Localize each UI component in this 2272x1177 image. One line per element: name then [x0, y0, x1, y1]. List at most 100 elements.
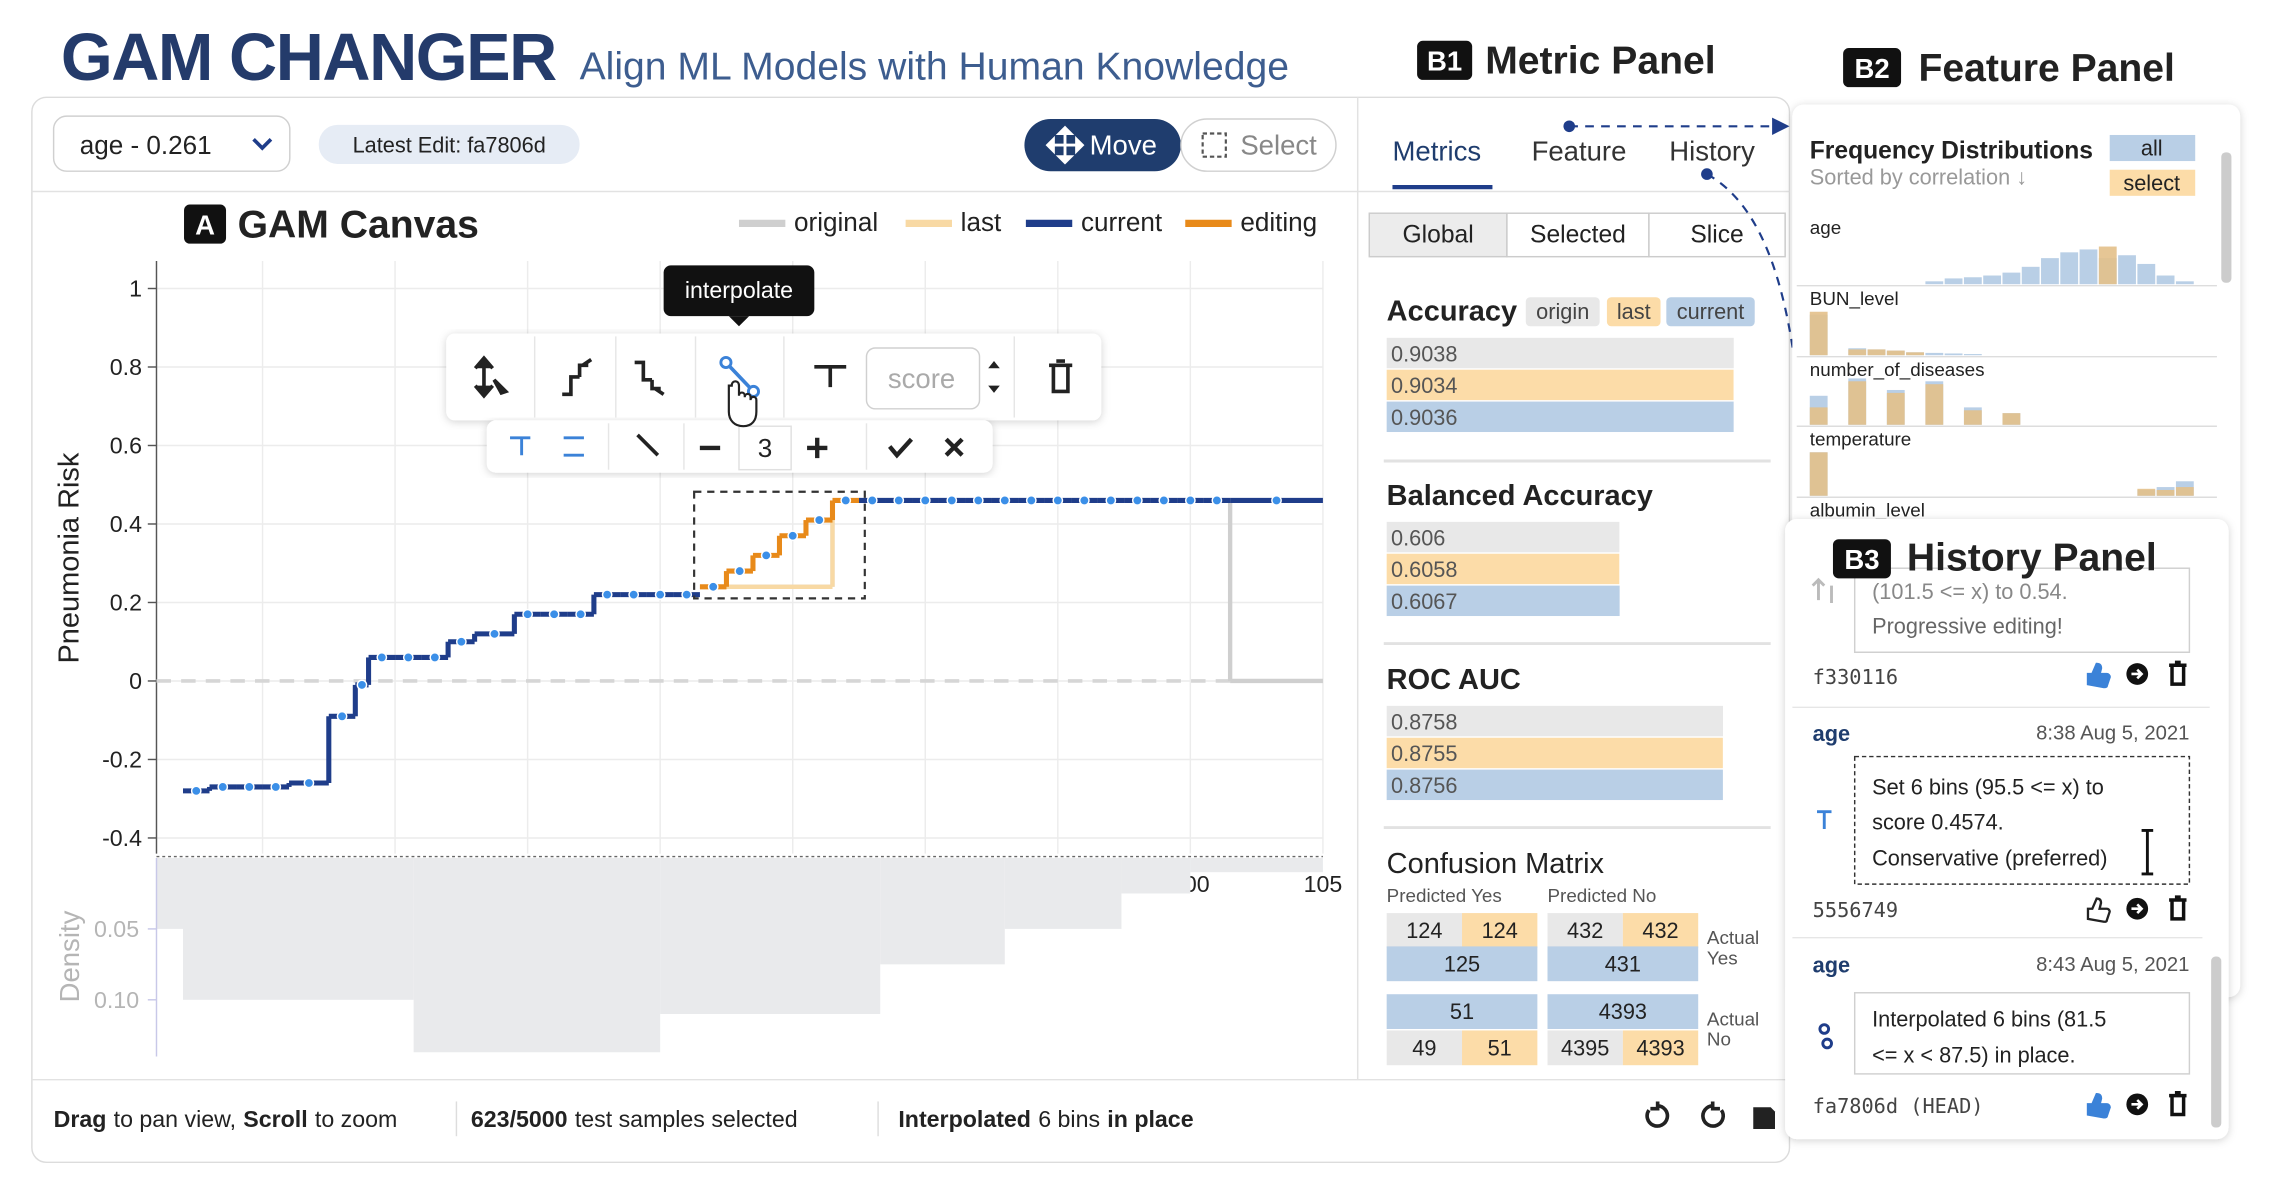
confusion-cell [1462, 913, 1538, 948]
confusion-cell [1547, 913, 1623, 948]
badge-label: B2 [1854, 53, 1889, 84]
metric-title: Balanced Accuracy [1387, 480, 1653, 512]
step-marker [1078, 495, 1090, 506]
metric-bar [1386, 401, 1734, 433]
move-up-down-button[interactable] [473, 355, 510, 399]
edit-type-icon [1821, 1037, 1833, 1050]
history-message: Progressive editing! [1872, 614, 2063, 639]
density-tick-label: 0.10 [94, 987, 139, 1013]
panel-title: Metric Panel [1485, 40, 1715, 83]
feature-select-label: age - 0.261 [80, 130, 212, 160]
undo-button[interactable] [1645, 1101, 1670, 1128]
save-button[interactable] [1753, 1107, 1775, 1129]
all-pill[interactable] [2109, 134, 2196, 162]
latest-edit: Latest Edit: fa7806d [353, 133, 546, 158]
metric-legend-label: last [1617, 299, 1651, 324]
metric-title: ROC AUC [1387, 664, 1521, 696]
actual-label: No [1707, 1029, 1731, 1050]
badge [1832, 539, 1891, 579]
step-marker [489, 628, 500, 640]
step-marker [217, 781, 229, 793]
redo-button[interactable] [1701, 1101, 1725, 1128]
predicted-label: Predicted Yes [1387, 885, 1502, 906]
y-tick-label: -0.2 [102, 746, 142, 772]
delete-button[interactable] [2169, 1091, 2187, 1117]
density-bar [880, 858, 1005, 965]
y-axis-label: Pneumonia Risk [54, 452, 86, 663]
step-marker [1105, 495, 1117, 506]
tab[interactable]: Metrics [1392, 135, 1481, 166]
history-feature: age [1813, 721, 1850, 746]
history-message-editor[interactable] [1853, 755, 2191, 885]
feature-hist-bar [1963, 354, 1982, 356]
commit-hash: f330116 [1813, 665, 1898, 689]
cancel-button[interactable] [944, 437, 964, 457]
feature-name[interactable]: age [1810, 217, 1841, 238]
confusion-value: 432 [1642, 918, 1678, 943]
density-bar [182, 858, 414, 1000]
feature-name[interactable]: number_of_diseases [1810, 359, 1985, 381]
tab[interactable]: History [1669, 135, 1755, 166]
history-time: 8:38 Aug 5, 2021 [2036, 722, 2189, 744]
link-dot [1701, 168, 1713, 180]
score-input[interactable] [865, 347, 981, 410]
confusion-title: Confusion Matrix [1387, 848, 1605, 880]
decreasing-button[interactable] [634, 360, 665, 396]
align-buttons[interactable] [510, 436, 584, 457]
increasing-button[interactable] [562, 358, 593, 397]
delete-button[interactable] [1049, 359, 1073, 394]
y-tick-label: 0.6 [110, 432, 142, 458]
density-bar [1004, 858, 1122, 929]
interpolate-button[interactable] [724, 361, 755, 393]
confirm-button[interactable] [888, 437, 914, 459]
feature-hist-bar [1886, 350, 1905, 356]
edit-type-icon [1818, 1023, 1831, 1035]
select-button[interactable] [1180, 118, 1337, 172]
feature-hist-bar [1925, 384, 1944, 425]
scope-label: Slice [1690, 221, 1743, 248]
delete-button[interactable] [2169, 895, 2187, 921]
confusion-value: 51 [1488, 1035, 1512, 1060]
like-button[interactable] [2086, 662, 2111, 689]
tooltip-label: interpolate [685, 277, 793, 303]
confusion-cell [1547, 994, 1699, 1029]
set-score-button[interactable] [814, 364, 847, 388]
scope-button[interactable] [1368, 212, 1508, 258]
history-message: Interpolated 6 bins (81.5 [1872, 1006, 2106, 1031]
checkout-arrow [2131, 903, 2144, 914]
selection-box [693, 490, 866, 600]
scope-button[interactable] [1648, 212, 1786, 258]
density-bar [413, 858, 661, 1053]
density-bar [156, 858, 183, 929]
metric-bar [1386, 337, 1734, 369]
interpolate-option-button[interactable] [636, 433, 660, 457]
confusion-cell [1386, 994, 1538, 1029]
like-button[interactable] [2086, 1093, 2111, 1119]
metric-bar [1386, 705, 1723, 737]
status-hint: Drag to pan view, Scroll to zoom [54, 1106, 398, 1132]
feature-name[interactable]: temperature [1810, 429, 1912, 450]
feature-name[interactable]: BUN_level [1810, 288, 1899, 310]
feature-hist-bar [1809, 311, 1828, 356]
history-actions [2086, 660, 2187, 1119]
tooltip [663, 265, 815, 317]
density-axis-label: Density [54, 910, 85, 1002]
delete-button[interactable] [2169, 660, 2187, 686]
increase-count-button[interactable] [807, 437, 828, 459]
feature-select[interactable] [52, 115, 291, 172]
tab[interactable]: Feature [1532, 135, 1627, 166]
badge [1843, 48, 1902, 88]
step-marker [760, 550, 772, 561]
select-pill[interactable] [2109, 169, 2196, 196]
metric-value: 0.6058 [1391, 557, 1457, 582]
count-field[interactable] [738, 425, 792, 471]
feature-panel-title: Frequency Distributions [1810, 137, 2093, 164]
like-button[interactable] [2086, 897, 2111, 923]
checkout-arrow [2131, 668, 2144, 680]
feature-name[interactable]: albumin_level [1810, 500, 1925, 522]
feature-hist-bar [2137, 263, 2156, 285]
score-stepper[interactable] [988, 361, 1000, 393]
history-message: <= x < 87.5) in place. [1872, 1043, 2075, 1068]
step-marker [840, 495, 852, 506]
scope-button[interactable] [1506, 212, 1650, 258]
